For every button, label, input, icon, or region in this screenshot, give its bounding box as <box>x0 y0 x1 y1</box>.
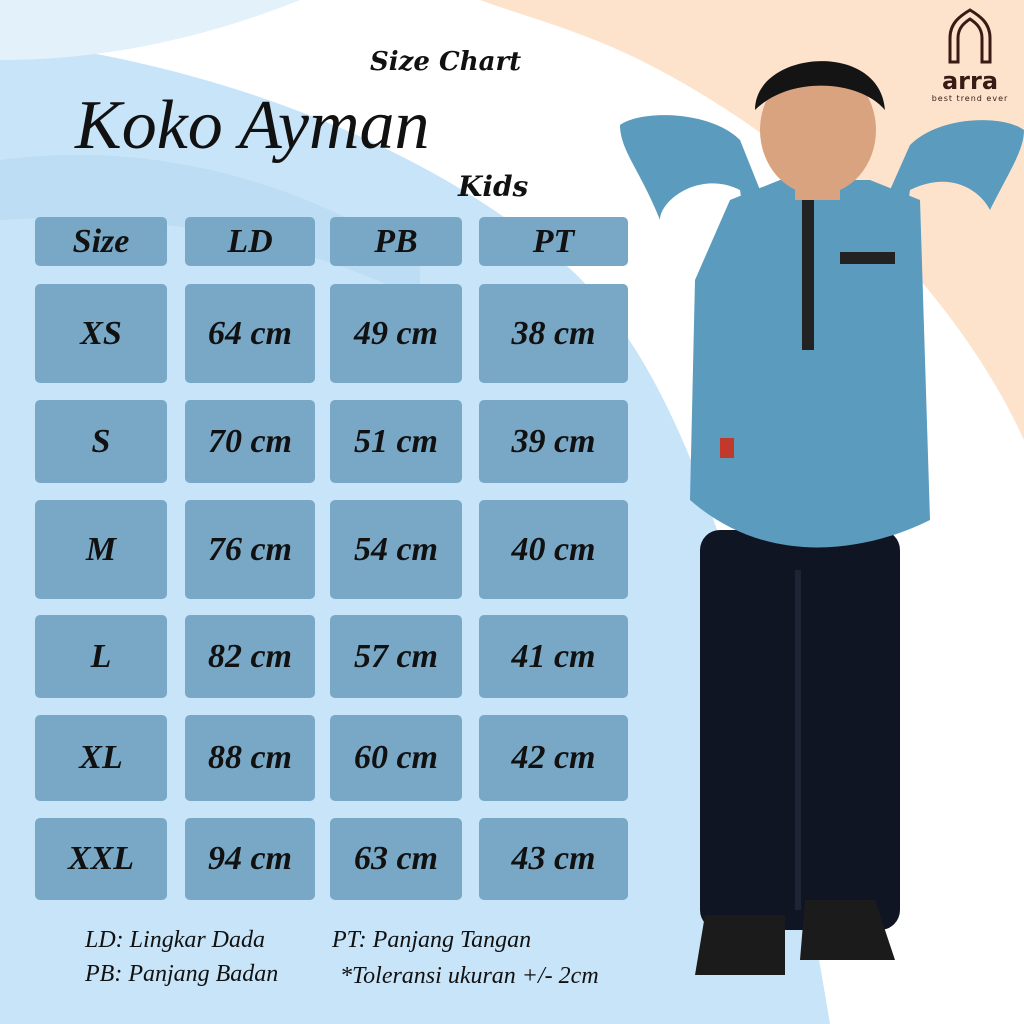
size-chart-label: Size Chart <box>370 47 522 77</box>
legend-pt: PT: Panjang Tangan <box>332 927 532 953</box>
cell-size: S <box>35 400 167 483</box>
kids-label: Kids <box>458 170 529 203</box>
cell-pb: 60 cm <box>330 715 462 801</box>
cell-pt: 41 cm <box>479 615 628 698</box>
cell-pb: 54 cm <box>330 500 462 599</box>
cell-ld: 88 cm <box>185 715 315 801</box>
brand-tagline: best trend ever <box>931 94 1009 103</box>
cell-ld: 64 cm <box>185 284 315 383</box>
cell-size: XS <box>35 284 167 383</box>
header-ld: LD <box>185 217 315 266</box>
model-photo <box>620 61 1024 975</box>
cell-size: L <box>35 615 167 698</box>
cell-pb: 57 cm <box>330 615 462 698</box>
header-pt: PT <box>479 217 628 266</box>
cell-size: XXL <box>35 818 167 900</box>
legend-ld: LD: Lingkar Dada <box>85 927 266 953</box>
header-size: Size <box>35 217 167 266</box>
brand-name: arra <box>941 67 999 95</box>
cell-ld: 82 cm <box>185 615 315 698</box>
header-pb: PB <box>330 217 462 266</box>
cell-pt: 40 cm <box>479 500 628 599</box>
cell-ld: 76 cm <box>185 500 315 599</box>
brand-logo: arra best trend ever <box>928 8 1012 104</box>
legend-tolerance: *Toleransi ukuran +/- 2cm <box>340 963 599 989</box>
cell-pb: 49 cm <box>330 284 462 383</box>
cell-pb: 51 cm <box>330 400 462 483</box>
cell-ld: 70 cm <box>185 400 315 483</box>
cell-size: XL <box>35 715 167 801</box>
legend-pb: PB: Panjang Badan <box>85 961 279 987</box>
cell-pt: 43 cm <box>479 818 628 900</box>
arch-logo-icon <box>948 8 992 64</box>
cell-ld: 94 cm <box>185 818 315 900</box>
product-title: Koko Ayman <box>75 87 430 164</box>
cell-size: M <box>35 500 167 599</box>
cell-pb: 63 cm <box>330 818 462 900</box>
cell-pt: 38 cm <box>479 284 628 383</box>
cell-pt: 39 cm <box>479 400 628 483</box>
cell-pt: 42 cm <box>479 715 628 801</box>
